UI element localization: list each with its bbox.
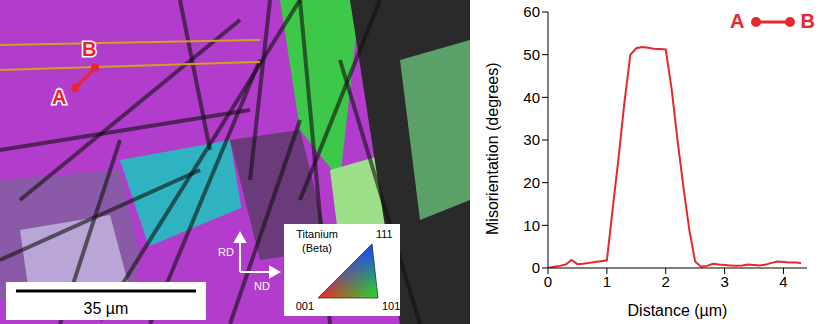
svg-text:10: 10 <box>523 217 540 234</box>
svg-text:(Beta): (Beta) <box>302 242 332 254</box>
svg-text:0: 0 <box>532 259 540 276</box>
svg-text:1: 1 <box>603 273 611 290</box>
svg-text:30: 30 <box>523 131 540 148</box>
svg-text:Misorientation (degrees): Misorientation (degrees) <box>484 62 501 235</box>
svg-text:ND: ND <box>254 280 270 292</box>
svg-text:Distance (µm): Distance (µm) <box>628 302 728 319</box>
svg-text:35 µm: 35 µm <box>84 300 129 317</box>
svg-text:0: 0 <box>544 273 552 290</box>
svg-text:Titanium: Titanium <box>296 228 338 240</box>
svg-text:RD: RD <box>218 246 234 258</box>
svg-text:3: 3 <box>720 273 728 290</box>
svg-text:001: 001 <box>296 300 314 312</box>
svg-text:101: 101 <box>382 300 400 312</box>
html-text:A: A <box>730 10 745 32</box>
svg-text:B: B <box>82 38 96 60</box>
svg-text:111: 111 <box>376 228 393 240</box>
svg-text:2: 2 <box>662 273 670 290</box>
svg-text:20: 20 <box>523 174 540 191</box>
svg-text:60: 60 <box>523 3 540 20</box>
html-text:B: B <box>800 10 815 32</box>
svg-text:50: 50 <box>523 46 540 63</box>
svg-text:40: 40 <box>523 89 540 106</box>
svg-text:4: 4 <box>779 273 787 290</box>
svg-text:A: A <box>52 86 66 108</box>
